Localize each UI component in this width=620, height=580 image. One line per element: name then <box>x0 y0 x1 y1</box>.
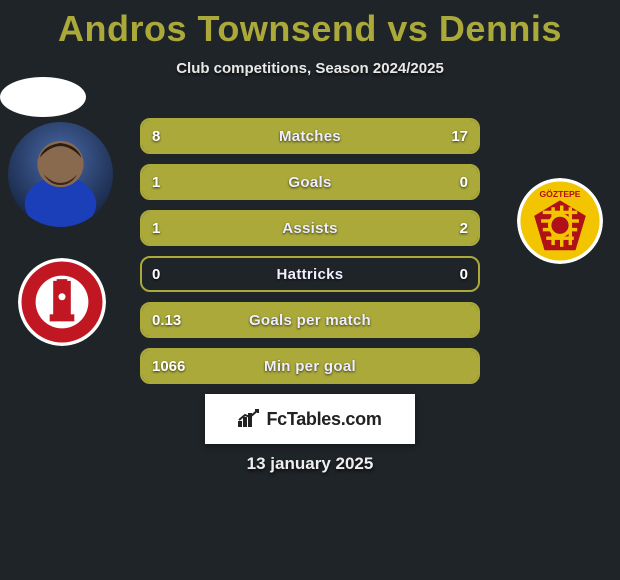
stat-row-min-per-goal: 1066 Min per goal <box>140 348 480 384</box>
stat-row-matches: 8 Matches 17 <box>140 118 480 154</box>
stat-label: Assists <box>142 212 478 244</box>
stat-label: Goals per match <box>142 304 478 336</box>
fctables-badge[interactable]: FcTables.com <box>205 394 415 444</box>
svg-text:GÖZTEPE: GÖZTEPE <box>539 189 580 199</box>
stat-value-right: 2 <box>460 212 468 244</box>
player-right-avatar <box>0 77 86 117</box>
stat-row-assists: 1 Assists 2 <box>140 210 480 246</box>
stat-row-goals: 1 Goals 0 <box>140 164 480 200</box>
subtitle: Club competitions, Season 2024/2025 <box>0 60 620 77</box>
stat-value-right: 0 <box>460 258 468 290</box>
stats-panel: 8 Matches 17 1 Goals 0 1 Assists 2 0 Hat… <box>140 118 480 394</box>
stat-value-right: 0 <box>460 166 468 198</box>
club-left-badge <box>18 258 106 346</box>
player-left-avatar <box>8 122 113 227</box>
stat-label: Matches <box>142 120 478 152</box>
fctables-icon <box>238 409 260 432</box>
stat-label: Goals <box>142 166 478 198</box>
stat-label: Hattricks <box>142 258 478 290</box>
club-right-badge: GÖZTEPE <box>517 178 603 264</box>
stat-row-goals-per-match: 0.13 Goals per match <box>140 302 480 338</box>
page-title: Andros Townsend vs Dennis <box>0 0 620 50</box>
fctables-label: FcTables.com <box>266 409 381 430</box>
stat-row-hattricks: 0 Hattricks 0 <box>140 256 480 292</box>
date-label: 13 january 2025 <box>0 454 620 474</box>
stat-label: Min per goal <box>142 350 478 382</box>
stat-value-right: 17 <box>451 120 468 152</box>
